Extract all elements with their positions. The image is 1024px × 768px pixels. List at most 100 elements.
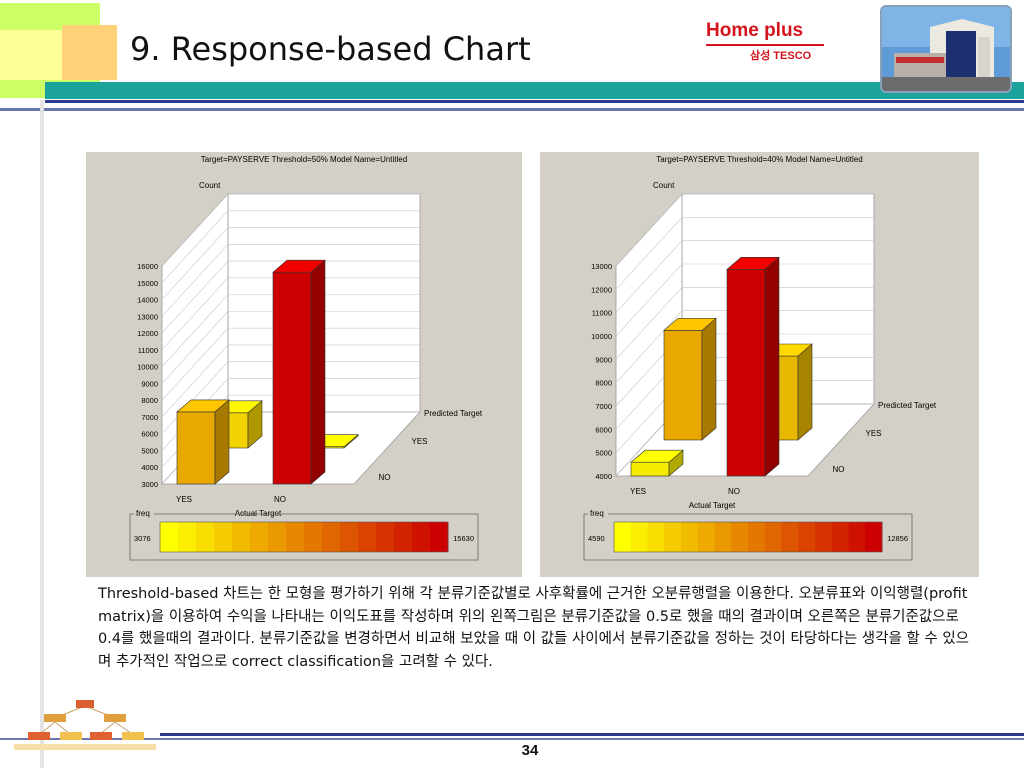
x-axis-label: Actual Target — [235, 509, 282, 518]
bar-front — [663, 330, 703, 441]
legend-label: freq — [136, 509, 150, 518]
legend-swatch — [831, 522, 849, 552]
legend-swatch — [268, 522, 287, 552]
header-bar-teal — [45, 82, 1024, 99]
y-axis-label: Count — [653, 181, 675, 190]
chart-title: Target=PAYSERVE Threshold=50% Model Name… — [201, 155, 407, 164]
gridline — [161, 210, 420, 283]
legend-swatch — [865, 522, 883, 552]
x-tick-label: NO — [274, 495, 286, 504]
gridline — [161, 244, 420, 317]
legend-gradient-frame — [159, 521, 449, 553]
y-axis-label: Count — [199, 181, 221, 190]
legend-swatch — [781, 522, 799, 552]
legend-frame — [583, 513, 913, 561]
chart-right-svg: Target=PAYSERVE Threshold=40% Model Name… — [583, 155, 937, 561]
brand-logo-subtext: 삼성 TESCO — [750, 50, 812, 62]
chart-title: Target=PAYSERVE Threshold=40% Model Name… — [656, 155, 862, 164]
gridline — [615, 217, 874, 290]
y-tick-label: 11000 — [592, 309, 612, 318]
legend-swatch — [714, 522, 732, 552]
bar-side — [701, 317, 717, 441]
legend-swatch — [647, 522, 665, 552]
gridline — [615, 263, 874, 337]
y-tick-label: 11000 — [138, 346, 158, 355]
legend-label-bg — [588, 508, 608, 518]
legend-swatch — [815, 522, 833, 552]
gridline — [161, 277, 420, 351]
brand-logo-text: Home plus — [706, 20, 804, 41]
y-tick-label: 10000 — [591, 332, 612, 341]
depth-axis-label: Predicted Target — [424, 409, 483, 418]
gridline — [615, 193, 874, 267]
y-tick-label: 3000 — [141, 480, 158, 489]
legend-swatch — [214, 522, 233, 552]
legend-swatch — [614, 522, 632, 552]
legend-swatch — [160, 522, 179, 552]
gridline — [615, 287, 874, 360]
left-margin-line — [40, 100, 44, 768]
legend-swatch — [286, 522, 305, 552]
depth-tick-label: NO — [833, 465, 845, 474]
chart-left-svg: Target=PAYSERVE Threshold=50% Model Name… — [129, 155, 483, 561]
gridline — [161, 311, 420, 384]
legend-label-bg — [134, 508, 154, 518]
bar-top — [272, 259, 326, 273]
y-tick-label: 13000 — [591, 262, 612, 271]
page-number: 34 — [521, 742, 539, 759]
bar-side — [310, 259, 326, 485]
legend-gradient-frame — [613, 521, 883, 553]
legend-min: 4590 — [588, 534, 605, 543]
legend-swatch — [178, 522, 197, 552]
legend-max: 15630 — [453, 534, 474, 543]
gridline — [161, 294, 420, 367]
y-tick-label: 4000 — [595, 472, 612, 481]
x-tick-label: YES — [630, 487, 646, 496]
bar-top — [176, 399, 230, 413]
legend-swatch — [340, 522, 359, 552]
legend-swatch — [358, 522, 377, 552]
decision-tree-icon — [10, 696, 160, 754]
legend-swatch — [697, 522, 715, 552]
y-tick-label: 6000 — [141, 430, 158, 439]
y-tick-label: 8000 — [595, 379, 612, 388]
gridline — [161, 327, 420, 401]
x-tick-label: NO — [728, 487, 740, 496]
legend-swatch — [322, 522, 341, 552]
y-tick-label: 9000 — [595, 355, 612, 364]
depth-tick-label: NO — [379, 473, 391, 482]
header-line-navy — [45, 100, 1024, 103]
y-tick-label: 10000 — [137, 363, 158, 372]
legend-swatch — [748, 522, 766, 552]
legend-frame — [129, 513, 479, 561]
y-tick-label: 16000 — [137, 262, 158, 271]
bar-no-no — [726, 256, 780, 477]
legend-swatch — [304, 522, 323, 552]
legend-swatch — [848, 522, 866, 552]
bar-yes-no — [630, 449, 684, 477]
legend-swatch — [630, 522, 648, 552]
bar-side — [797, 343, 813, 441]
legend-swatch — [376, 522, 395, 552]
page-title: 9. Response-based Chart — [130, 30, 531, 68]
gridline — [161, 344, 420, 418]
chart-panel-left: Target=PAYSERVE Threshold=50% Model Name… — [86, 152, 522, 577]
y-tick-label: 5000 — [141, 446, 158, 455]
bar-top — [663, 318, 717, 331]
legend-label: freq — [590, 509, 604, 518]
brand-logo-underline — [706, 44, 824, 46]
bar-front — [726, 269, 766, 477]
y-tick-label: 5000 — [595, 449, 612, 458]
legend-swatch — [196, 522, 215, 552]
legend-swatch — [731, 522, 749, 552]
legend-swatch — [250, 522, 269, 552]
gridline — [161, 227, 420, 300]
description-text: Threshold-based 차트는 한 모형을 평가하기 위해 각 분류기준… — [98, 586, 970, 670]
y-tick-label: 14000 — [137, 296, 158, 305]
legend-swatch — [681, 522, 699, 552]
y-tick-label: 13000 — [137, 312, 158, 321]
depth-axis-label: Predicted Target — [878, 401, 937, 410]
y-tick-label: 15000 — [137, 279, 158, 288]
footer-line-navy — [160, 733, 1024, 736]
legend-swatch — [232, 522, 251, 552]
